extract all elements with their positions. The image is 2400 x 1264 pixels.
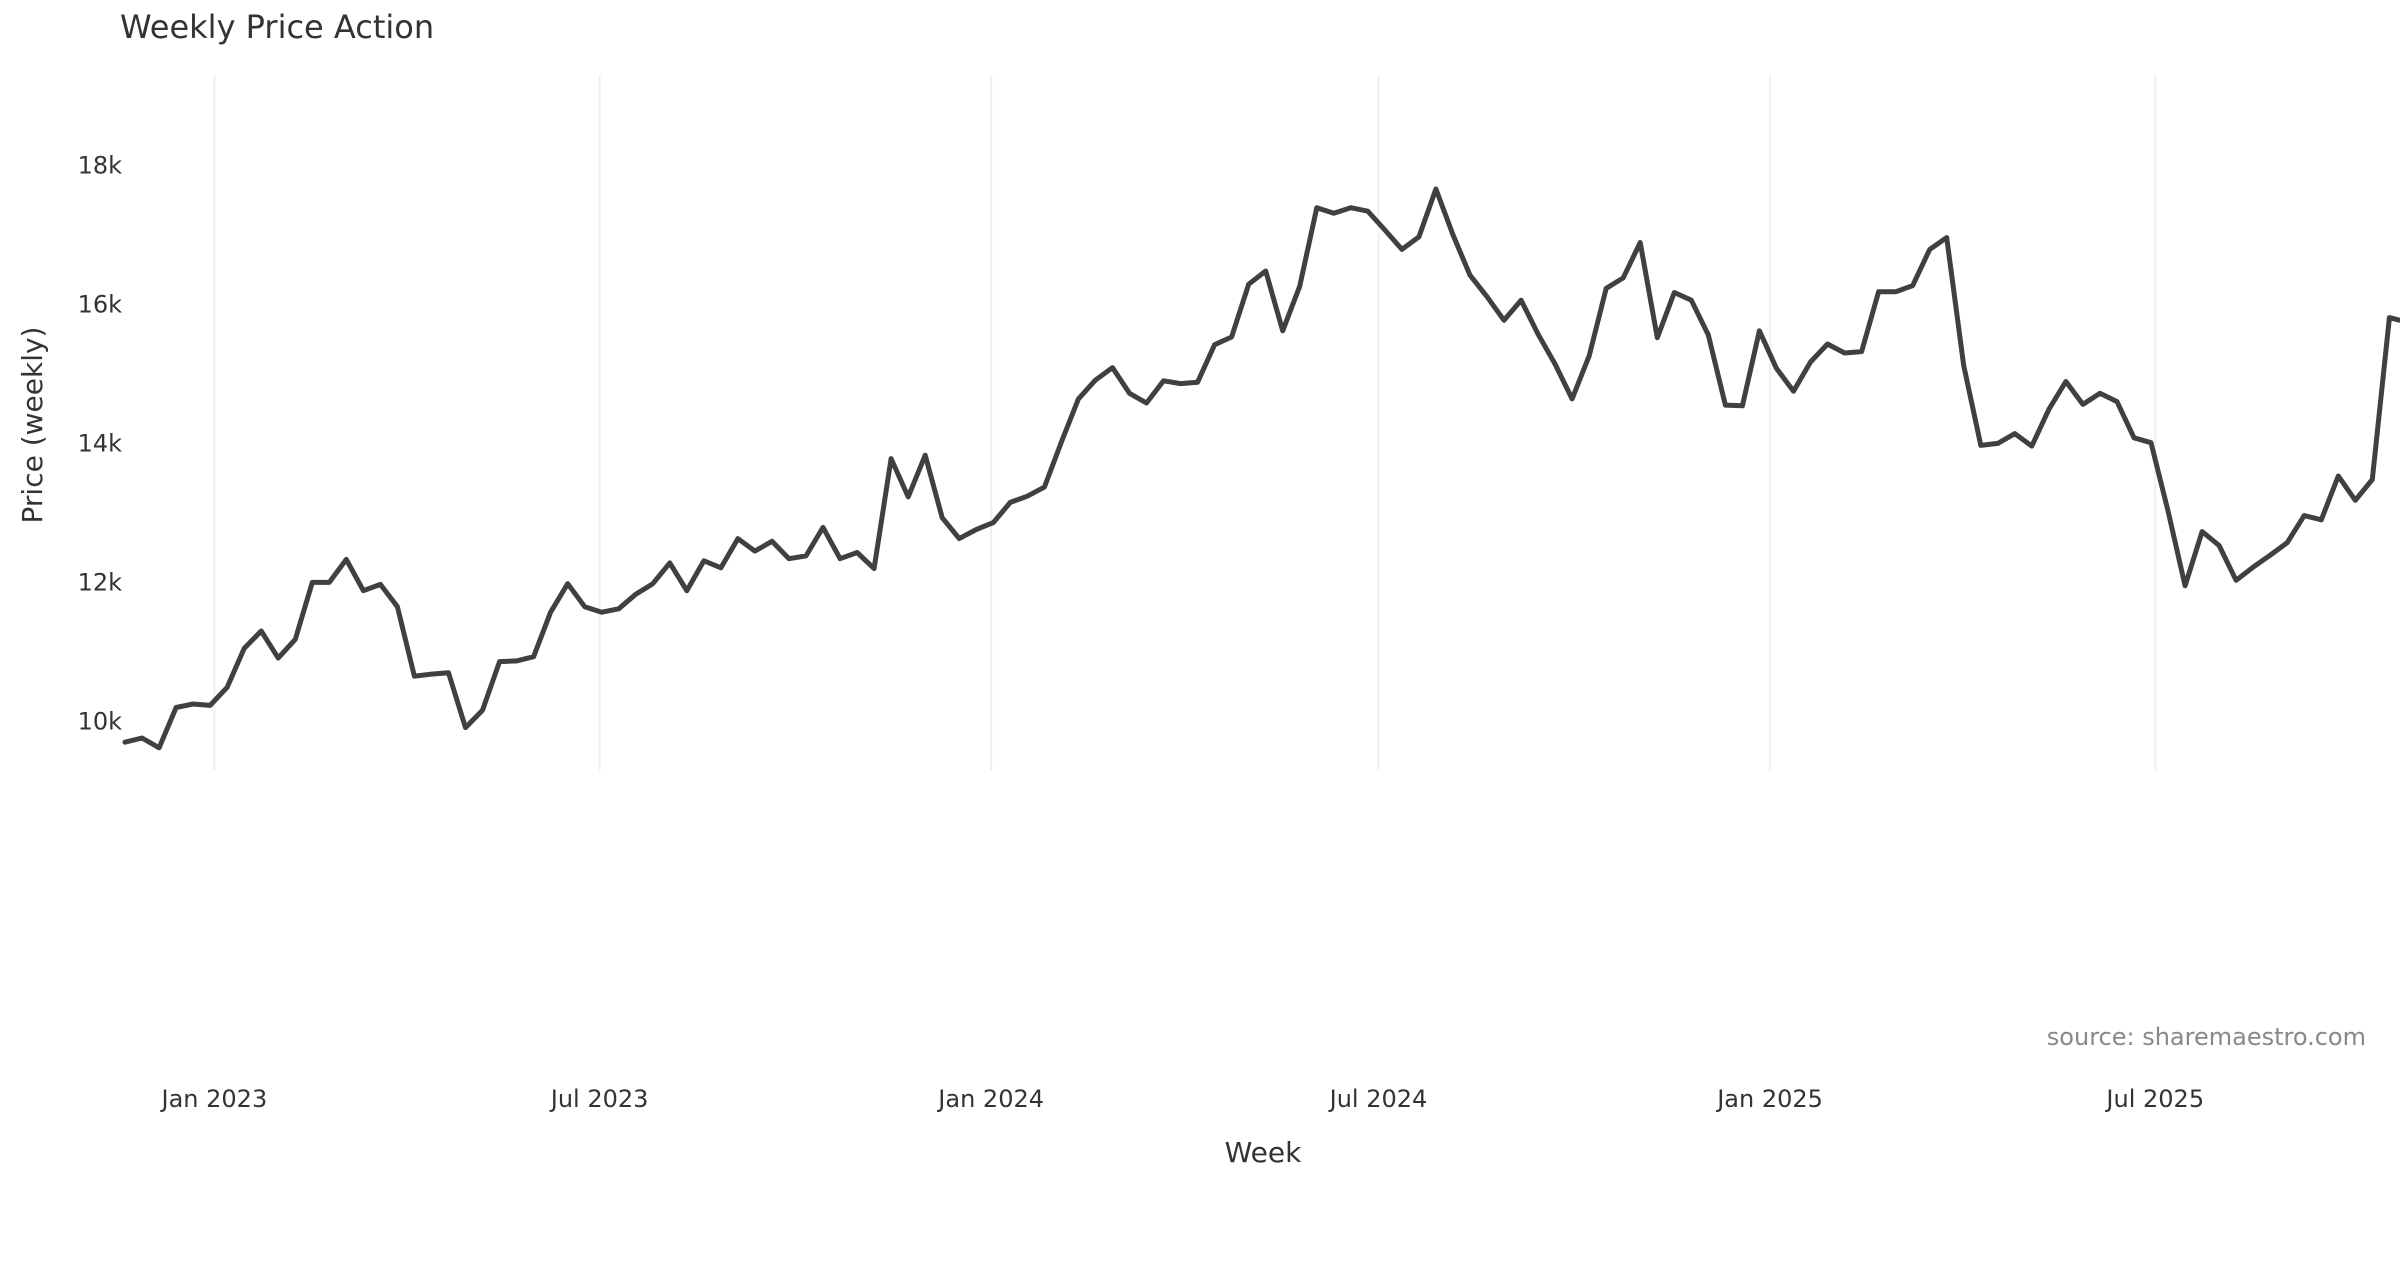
- price-tick-label-3: 16k: [78, 290, 123, 318]
- price-axis-label: Price (weekly): [16, 327, 49, 524]
- x-tick-label-4: Jan 2025: [1715, 1085, 1823, 1113]
- x-tick-label-2: Jan 2024: [936, 1085, 1044, 1113]
- x-tick-label-0: Jan 2023: [160, 1085, 268, 1113]
- plot-layer: Jan 2023 Jul 2023 Jan 2024 Jul 2024 Jan 2025…: [78, 75, 2400, 1113]
- chart-title: Weekly Price Action: [120, 8, 434, 46]
- x-tick-label-1: Jul 2023: [549, 1085, 649, 1113]
- x-tick-label-5: Jul 2025: [2104, 1085, 2204, 1113]
- price-tick-label-0: 10k: [78, 707, 123, 735]
- source-note: source: sharemaestro.com: [2047, 1023, 2366, 1051]
- x-tick-label-3: Jul 2024: [1328, 1085, 1428, 1113]
- price-tick-label-4: 18k: [78, 151, 123, 179]
- price-tick-label-1: 12k: [78, 568, 123, 596]
- weekly-close-line: [122, 186, 2400, 751]
- price-tick-label-2: 14k: [78, 429, 123, 457]
- x-axis-label: Week: [1225, 1136, 1302, 1169]
